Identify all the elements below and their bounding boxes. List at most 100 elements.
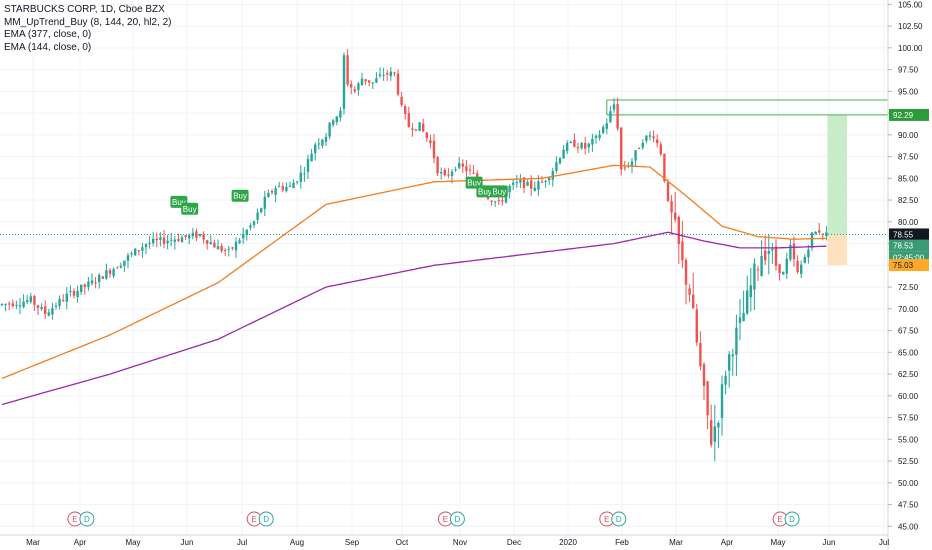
candle-body <box>353 89 356 92</box>
candle-body <box>393 72 396 74</box>
y-tick-label: 80.00 <box>898 218 919 227</box>
candle-body <box>519 179 522 183</box>
candle-body <box>65 293 68 302</box>
x-tick-label: May <box>770 538 785 547</box>
indicator-uptrend-buy[interactable]: MM_UpTrend_Buy (8, 144, 20, hl2, 2) <box>4 16 172 28</box>
candle-body <box>587 143 590 148</box>
candle-body <box>87 281 90 288</box>
candle-body <box>792 243 796 260</box>
candle-body <box>778 264 781 274</box>
svg-text:78.53: 78.53 <box>893 242 914 251</box>
candle-body <box>440 171 443 174</box>
stop-zone <box>827 234 847 266</box>
candle-body <box>504 192 508 203</box>
candle-body <box>476 173 479 179</box>
candle-body <box>62 300 65 302</box>
candle-body <box>411 128 414 130</box>
candle-body <box>238 240 241 243</box>
candle-body <box>198 234 202 237</box>
candle-body <box>292 182 295 189</box>
target-price-tag: 92.29 <box>889 108 929 121</box>
event-label: E <box>604 515 609 524</box>
indicator-ema-377[interactable]: EMA (377, close, 0) <box>4 29 92 40</box>
candle-body <box>137 250 140 252</box>
candle-body <box>249 225 252 228</box>
y-tick-label: 62.50 <box>898 370 919 379</box>
candle-body <box>800 264 803 274</box>
candle-body <box>609 111 612 123</box>
countdown-tag: 02:45:00 <box>889 251 929 264</box>
candle-body <box>760 255 763 277</box>
candle-body <box>116 267 119 269</box>
candle-body <box>220 245 223 252</box>
x-tick-label: Sep <box>345 538 360 547</box>
candle-body <box>98 274 101 283</box>
candle-body <box>270 191 274 193</box>
candle-body <box>645 135 648 141</box>
candle-body <box>400 96 403 105</box>
candle-body <box>33 296 36 305</box>
candle-body <box>620 127 623 170</box>
candle-body <box>368 80 371 83</box>
buy-signal: Buy <box>181 202 199 215</box>
candle-body <box>386 73 389 75</box>
candle-body <box>702 364 706 386</box>
candle-body <box>594 135 598 138</box>
candle-body <box>666 182 670 201</box>
candle-body <box>101 276 104 279</box>
x-tick-label: Jul <box>879 538 889 547</box>
y-tick-label: 70.00 <box>898 305 919 314</box>
candle-body <box>699 342 702 367</box>
candle-body <box>155 238 158 241</box>
candle-body <box>508 185 511 193</box>
candle-body <box>206 240 209 244</box>
last-price-tag: 78.53 <box>889 239 929 252</box>
candle-body <box>260 208 263 213</box>
candle-body <box>422 123 425 132</box>
candle-body <box>710 420 713 445</box>
y-tick-label: 85.00 <box>898 174 919 183</box>
x-tick-label: Oct <box>396 538 409 547</box>
candle-body <box>418 122 421 131</box>
candle-body <box>0 303 4 305</box>
candle-body <box>630 161 634 166</box>
candle-body <box>450 171 454 177</box>
candle-body <box>407 113 410 127</box>
candle-body <box>612 104 616 110</box>
candle-body <box>638 148 641 150</box>
y-tick-label: 47.50 <box>898 501 919 510</box>
candle-body <box>339 110 342 118</box>
candle-body <box>375 78 378 83</box>
candle-body <box>15 304 18 306</box>
x-tick-label: Aug <box>290 538 304 547</box>
x-tick-label: Mar <box>669 538 683 547</box>
svg-text:92.29: 92.29 <box>893 111 914 120</box>
candle-body <box>602 127 605 133</box>
candle-body <box>152 238 155 244</box>
candle-body <box>756 269 760 271</box>
candle-body <box>159 237 162 240</box>
candle-body <box>267 192 270 198</box>
candle-body <box>177 238 180 241</box>
candle-body <box>522 177 526 189</box>
price-axis-bg <box>888 0 932 550</box>
candle-body <box>728 354 731 371</box>
y-tick-label: 105.00 <box>898 0 923 9</box>
candle-body <box>825 232 828 237</box>
candle-body <box>544 180 547 182</box>
x-tick-label: Nov <box>453 538 467 547</box>
x-tick-label: Dec <box>507 538 521 547</box>
candle-body <box>396 73 400 95</box>
indicator-ema-144[interactable]: EMA (144, close, 0) <box>4 41 92 53</box>
y-tick-label: 50.00 <box>898 479 919 488</box>
candle-body <box>576 147 580 149</box>
candle-body <box>216 246 220 250</box>
y-tick-label: 60.00 <box>898 392 919 401</box>
y-tick-label: 57.50 <box>898 414 919 423</box>
symbol-title[interactable]: STARBUCKS CORP, 1D, Cboe BZX <box>4 4 165 15</box>
candle-body <box>447 174 450 176</box>
candle-body <box>771 248 774 251</box>
candle-body <box>209 242 212 245</box>
